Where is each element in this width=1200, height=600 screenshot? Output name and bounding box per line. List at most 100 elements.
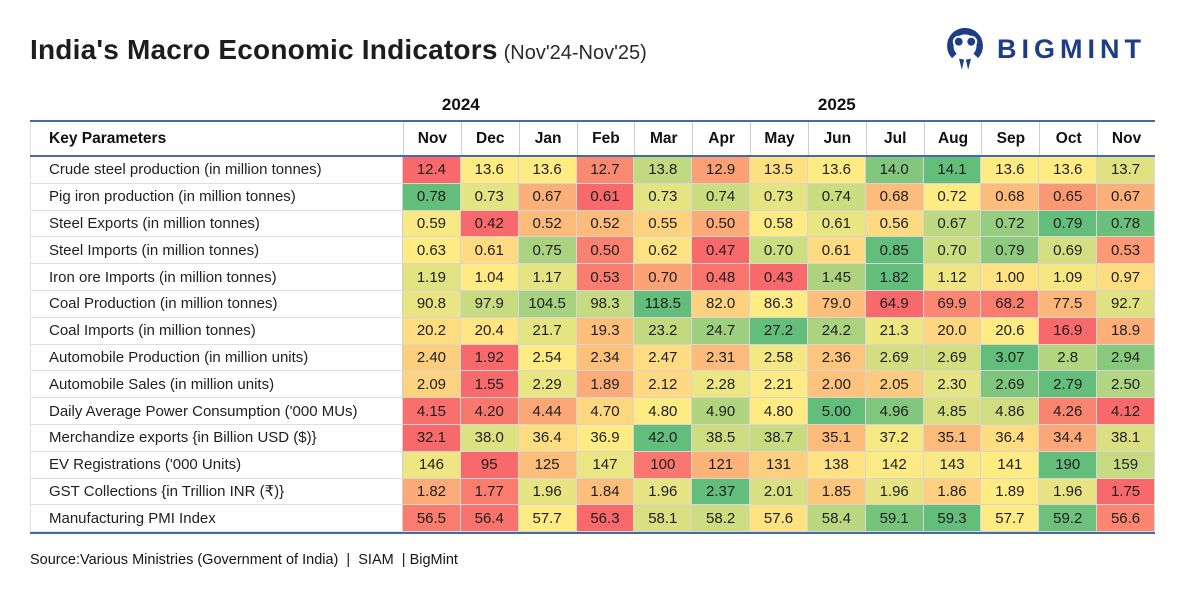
heatmap-cell: 2.8 — [1039, 344, 1098, 372]
heatmap-cell: 58.1 — [634, 505, 693, 533]
heatmap-cell: 4.26 — [1039, 398, 1098, 425]
heatmap-cell: 0.69 — [1039, 237, 1098, 265]
table-row: Automobile Production (in million units)… — [30, 344, 1155, 372]
heatmap-cell: 56.4 — [460, 505, 519, 533]
heatmap-cell: 1.00 — [981, 264, 1040, 291]
table-row: Steel Exports (in million tonnes) 0.59 0.4… — [30, 210, 1155, 238]
heatmap-cell: 0.97 — [1097, 264, 1155, 291]
heatmap-cell: 58.4 — [807, 505, 866, 533]
heatmap-cell: 0.61 — [807, 237, 866, 265]
heatmap-cell: 90.8 — [403, 290, 461, 318]
heatmap-cell: 57.7 — [981, 505, 1040, 533]
heatmap-cell: 0.67 — [923, 210, 982, 238]
heatmap-cell: 1.82 — [403, 478, 461, 506]
heatmap-cell: 4.90 — [692, 398, 751, 425]
heatmap-cell: 2.34 — [576, 344, 635, 372]
heatmap-cell: 2.09 — [403, 371, 461, 399]
bigmint-people-icon — [942, 26, 988, 73]
heatmap-cell: 12.4 — [403, 157, 461, 184]
heatmap-cell: 77.5 — [1039, 290, 1098, 318]
row-label: Steel Imports (in million tonnes) — [30, 237, 403, 265]
heatmap-cell: 4.15 — [403, 398, 461, 425]
heatmap-cell: 92.7 — [1097, 290, 1155, 318]
heatmap-cell: 0.48 — [692, 264, 751, 291]
row-label: Pig iron production (in million tonnes) — [30, 183, 403, 211]
heatmap-cell: 0.68 — [865, 183, 924, 211]
row-label: GST Collections {in Trillion INR (₹)} — [30, 478, 403, 506]
heatmap-cell: 4.85 — [923, 398, 982, 425]
heatmap-cell: 2.31 — [692, 344, 751, 372]
month-header-cell: Jan — [518, 122, 577, 155]
heatmap-cell: 1.55 — [460, 371, 519, 399]
heatmap-cell: 36.9 — [576, 424, 635, 452]
year-group-label: 2025 — [817, 95, 856, 114]
row-label: Steel Exports (in million tonnes) — [30, 210, 403, 238]
heatmap-cell: 4.20 — [460, 398, 519, 425]
month-header-row: Key Parameters Nov Dec Jan Feb Mar Apr May Jun J… — [30, 120, 1155, 157]
heatmap-cell: 2.37 — [692, 478, 751, 506]
row-label: Crude steel production (in million tonne… — [30, 157, 403, 184]
heatmap-cell: 38.0 — [460, 424, 519, 452]
source-text: Source:Various Ministries (Government of… — [30, 552, 458, 568]
heatmap-cell: 57.6 — [750, 505, 808, 533]
brand-logo: BIGMINT — [942, 26, 1146, 73]
heatmap-cell: 1.09 — [1039, 264, 1098, 291]
heatmap-cell: 146 — [403, 451, 461, 479]
heatmap-cell: 2.69 — [865, 344, 924, 372]
heatmap-cell: 14.0 — [865, 157, 924, 184]
heatmap-cell: 5.00 — [807, 398, 866, 425]
heatmap-cell: 4.12 — [1097, 398, 1155, 425]
heatmap-cell: 13.8 — [634, 157, 693, 184]
heatmap-cell: 13.6 — [460, 157, 519, 184]
heatmap-cell: 4.44 — [518, 398, 577, 425]
heatmap-cell: 0.61 — [576, 183, 635, 211]
heatmap-cell: 13.7 — [1097, 157, 1155, 184]
heatmap-cell: 2.21 — [750, 371, 808, 399]
heatmap-cell: 24.7 — [692, 317, 751, 345]
heatmap-cell: 13.5 — [750, 157, 808, 184]
heatmap-cell: 24.2 — [807, 317, 866, 345]
heatmap-cell: 0.70 — [634, 264, 693, 291]
heatmap-cell: 13.6 — [807, 157, 866, 184]
heatmap-cell: 2.58 — [750, 344, 808, 372]
month-header-cell: Nov — [1097, 122, 1155, 155]
month-header-cell: Nov — [403, 122, 461, 155]
heatmap-cell: 12.9 — [692, 157, 751, 184]
heatmap-cell: 0.73 — [634, 183, 693, 211]
table-row: Pig iron production (in million tonnes) 0… — [30, 183, 1155, 211]
heatmap-cell: 68.2 — [981, 290, 1040, 318]
heatmap-cell: 0.50 — [692, 210, 751, 238]
heatmap-cell: 79.0 — [807, 290, 866, 318]
heatmap-cell: 97.9 — [460, 290, 519, 318]
heatmap-cell: 34.4 — [1039, 424, 1098, 452]
month-header-cell: Jun — [807, 122, 866, 155]
table-row: Manufacturing PMI Index 56.5 56.4 57.7 56.3 5… — [30, 505, 1155, 533]
table-row: Crude steel production (in million tonne… — [30, 157, 1155, 184]
heatmap-cell: 138 — [807, 451, 866, 479]
macro-indicators-table: 2024 2025 Key Parameters Nov Dec Jan Feb Mar A… — [30, 90, 1155, 535]
row-label: Merchandize exports {in Billion USD ($)} — [30, 424, 403, 452]
heatmap-cell: 98.3 — [576, 290, 635, 318]
month-header-cell: Mar — [634, 122, 692, 155]
heatmap-cell: 95 — [460, 451, 519, 479]
heatmap-cell: 32.1 — [403, 424, 461, 452]
year-header-row: 2024 2025 — [30, 90, 1155, 120]
heatmap-cell: 20.6 — [981, 317, 1040, 345]
heatmap-cell: 4.96 — [865, 398, 924, 425]
table-row: GST Collections {in Trillion INR (₹)} 1.8… — [30, 478, 1155, 506]
heatmap-cell: 0.43 — [750, 264, 808, 291]
month-header-cell: Apr — [692, 122, 750, 155]
heatmap-cell: 1.96 — [1039, 478, 1098, 506]
table-row: Iron ore Imports (in million tonnes) 1.19… — [30, 264, 1155, 291]
header: India's Macro Economic Indicators (Nov'24… — [30, 34, 647, 66]
row-label: Coal Production (in million tonnes) — [30, 290, 403, 318]
heatmap-cell: 0.79 — [981, 237, 1040, 265]
heatmap-cell: 0.79 — [1039, 210, 1098, 238]
heatmap-cell: 4.86 — [981, 398, 1040, 425]
heatmap-cell: 0.67 — [518, 183, 577, 211]
month-header-cell: Oct — [1039, 122, 1097, 155]
heatmap-cell: 59.2 — [1039, 505, 1098, 533]
heatmap-cell: 147 — [576, 451, 635, 479]
heatmap-cell: 2.30 — [923, 371, 982, 399]
heatmap-cell: 100 — [634, 451, 693, 479]
